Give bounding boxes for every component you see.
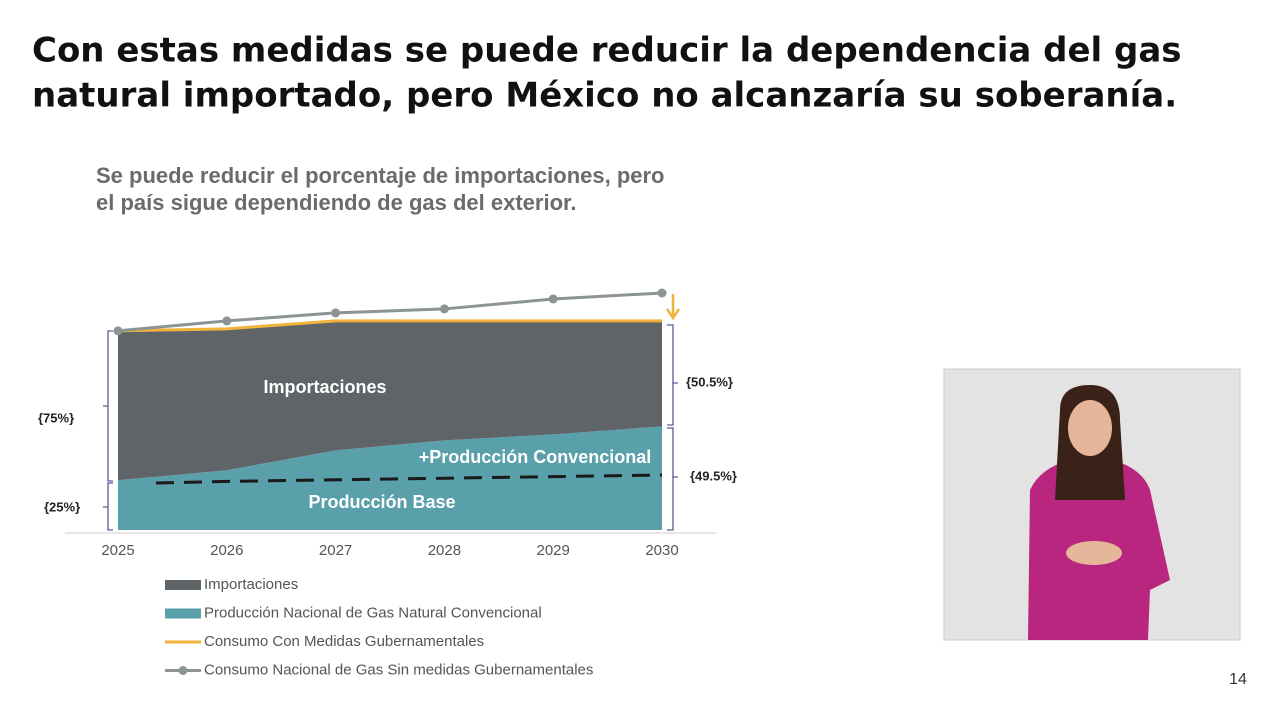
legend-label: Producción Nacional de Gas Natural Conve… xyxy=(204,604,542,621)
bracket-label: {25%} xyxy=(44,499,80,514)
title: Con estas medidas se puede reducir la de… xyxy=(32,31,1182,71)
point xyxy=(222,316,232,326)
point xyxy=(439,304,449,314)
point xyxy=(548,294,558,304)
point xyxy=(331,308,341,318)
bracket-label: {49.5%} xyxy=(690,468,737,483)
x-tick-label: 2025 xyxy=(101,542,134,559)
bracket-label: {50.5%} xyxy=(686,374,733,389)
bracket-label: {75%} xyxy=(38,410,74,425)
area-label: +Producción Convencional xyxy=(419,447,652,467)
x-tick-label: 2030 xyxy=(645,542,678,559)
area-label: Importaciones xyxy=(263,377,386,397)
x-tick-label: 2027 xyxy=(319,542,352,559)
title: natural importado, pero México no alcanz… xyxy=(32,76,1177,116)
bracket xyxy=(103,482,113,531)
x-tick-label: 2026 xyxy=(210,542,243,559)
legend-swatch xyxy=(165,608,201,619)
point xyxy=(657,288,667,298)
legend-swatch xyxy=(178,666,188,675)
legend-label: Importaciones xyxy=(204,576,298,593)
legend-label: Consumo Con Medidas Gubernamentales xyxy=(204,633,484,650)
bracket xyxy=(667,324,678,426)
bracket xyxy=(667,427,678,531)
legend-label: Consumo Nacional de Gas Sin medidas Gube… xyxy=(204,661,593,678)
line xyxy=(117,291,663,333)
subtitle: Se puede reducir el porcentaje de import… xyxy=(96,163,665,188)
line xyxy=(117,319,662,333)
subtitle: el país sigue dependiendo de gas del ext… xyxy=(96,190,576,215)
interpreter-video xyxy=(943,368,1241,641)
base-production-line xyxy=(155,473,663,485)
area-label: Producción Base xyxy=(308,492,455,512)
x-tick-label: 2029 xyxy=(537,542,570,559)
x-tick-label: 2028 xyxy=(428,542,461,559)
page-number: 14 xyxy=(1229,671,1247,688)
area-imports xyxy=(118,320,662,481)
plot: Importaciones +Producción Convencional Pro… xyxy=(101,288,679,678)
legend-swatch xyxy=(165,580,201,590)
bracket xyxy=(103,330,113,482)
point xyxy=(113,326,123,336)
arrow xyxy=(665,294,681,321)
